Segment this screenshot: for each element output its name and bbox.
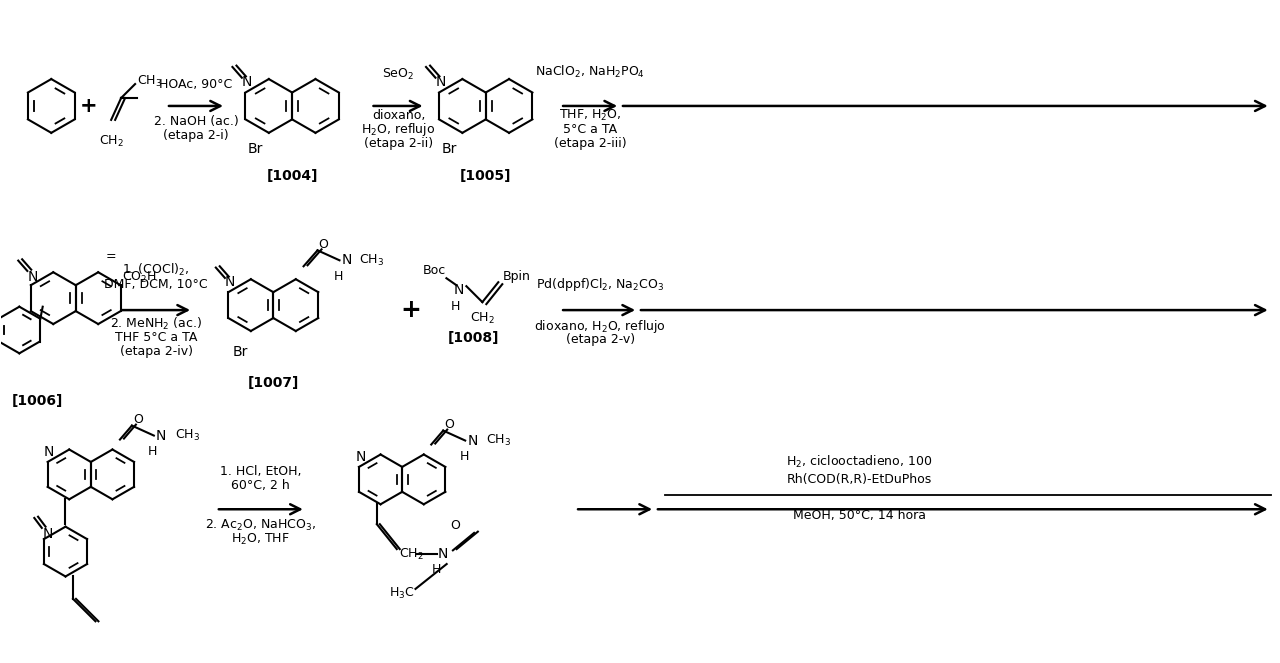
Text: [1004]: [1004] (266, 169, 317, 183)
Text: CH$_3$: CH$_3$ (486, 433, 511, 448)
Text: Br: Br (442, 142, 457, 156)
Text: N: N (467, 434, 477, 448)
Text: Pd(dppf)Cl$_2$, Na$_2$CO$_3$: Pd(dppf)Cl$_2$, Na$_2$CO$_3$ (536, 276, 664, 292)
Text: N: N (225, 274, 236, 289)
Text: Br: Br (233, 345, 248, 359)
Text: (etapa 2-i): (etapa 2-i) (163, 129, 229, 143)
Text: CH$_2$: CH$_2$ (399, 546, 424, 562)
Text: [1005]: [1005] (460, 169, 512, 183)
Text: H$_3$C: H$_3$C (389, 586, 415, 601)
Text: (etapa 2-iv): (etapa 2-iv) (119, 345, 192, 359)
Text: MeOH, 50°C, 14 hora: MeOH, 50°C, 14 hora (794, 509, 925, 522)
Text: Br: Br (247, 142, 262, 156)
Text: [1008]: [1008] (448, 331, 499, 345)
Text: N: N (356, 450, 366, 464)
Text: (etapa 2-v): (etapa 2-v) (566, 333, 635, 347)
Text: dioxano, H$_2$O, reflujo: dioxano, H$_2$O, reflujo (534, 318, 666, 335)
Text: 2. Ac$_2$O, NaHCO$_3$,: 2. Ac$_2$O, NaHCO$_3$, (205, 518, 316, 533)
Text: O: O (444, 418, 454, 431)
Text: (etapa 2-iii): (etapa 2-iii) (554, 137, 626, 151)
Text: H: H (433, 562, 442, 575)
Text: N: N (44, 445, 55, 459)
Text: H: H (334, 270, 343, 282)
Text: 1. (COCl)$_2$,: 1. (COCl)$_2$, (123, 262, 189, 278)
Text: dioxano,: dioxano, (371, 109, 425, 123)
Text: N: N (342, 253, 352, 267)
Text: [1007]: [1007] (248, 376, 300, 390)
Text: Boc: Boc (424, 264, 447, 276)
Text: DMF, DCM, 10°C: DMF, DCM, 10°C (104, 278, 207, 290)
Text: N: N (242, 75, 252, 89)
Text: N: N (156, 428, 166, 443)
Text: N: N (42, 527, 54, 541)
Text: H$_2$, ciclooctadieno, 100: H$_2$, ciclooctadieno, 100 (786, 453, 933, 469)
Text: H: H (451, 300, 460, 313)
Text: O: O (319, 238, 329, 251)
Text: =: = (106, 250, 116, 263)
Text: +: + (401, 298, 421, 322)
Text: O: O (451, 519, 461, 532)
Text: CO$_2$H: CO$_2$H (122, 270, 156, 285)
Text: CH$_2$: CH$_2$ (470, 310, 495, 326)
Text: H$_2$O, reflujo: H$_2$O, reflujo (361, 121, 435, 139)
Text: CH$_3$: CH$_3$ (175, 428, 200, 443)
Text: +: + (79, 96, 97, 116)
Text: Rh(COD(R,R)-EtDuPhos: Rh(COD(R,R)-EtDuPhos (787, 473, 932, 486)
Text: [1006]: [1006] (12, 394, 63, 408)
Text: CH$_2$: CH$_2$ (99, 134, 124, 149)
Text: 5°C a TA: 5°C a TA (563, 123, 617, 137)
Text: THF, H$_2$O,: THF, H$_2$O, (559, 108, 621, 123)
Text: H: H (460, 450, 468, 463)
Text: N: N (435, 75, 445, 89)
Text: 2. MeNH$_2$ (ac.): 2. MeNH$_2$ (ac.) (110, 316, 202, 332)
Text: HOAc, 90°C: HOAc, 90°C (159, 78, 233, 91)
Text: (etapa 2-ii): (etapa 2-ii) (364, 137, 433, 151)
Text: O: O (133, 413, 143, 426)
Text: THF 5°C a TA: THF 5°C a TA (115, 332, 197, 345)
Text: NaClO$_2$, NaH$_2$PO$_4$: NaClO$_2$, NaH$_2$PO$_4$ (535, 64, 645, 80)
Text: CH$_3$: CH$_3$ (137, 74, 163, 89)
Text: CH$_3$: CH$_3$ (360, 253, 384, 268)
Text: N: N (27, 271, 37, 284)
Text: 1. HCl, EtOH,: 1. HCl, EtOH, (220, 465, 302, 478)
Text: 60°C, 2 h: 60°C, 2 h (232, 479, 291, 492)
Text: SeO$_2$: SeO$_2$ (383, 66, 415, 82)
Text: N: N (453, 283, 463, 297)
Text: H$_2$O, THF: H$_2$O, THF (232, 532, 291, 547)
Text: H: H (148, 445, 157, 458)
Text: N: N (438, 547, 448, 561)
Text: Bpin: Bpin (502, 270, 530, 282)
Text: 2. NaOH (ac.): 2. NaOH (ac.) (154, 115, 238, 129)
